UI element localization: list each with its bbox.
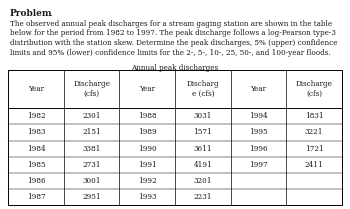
Text: below for the period from 1982 to 1997. The peak discharge follows a log-Pearson: below for the period from 1982 to 1997. … [10, 29, 336, 37]
Text: 1993: 1993 [138, 193, 156, 201]
Text: 2231: 2231 [194, 193, 212, 201]
Text: Discharg
e (cfs): Discharg e (cfs) [187, 80, 219, 98]
Text: .: . [47, 9, 53, 18]
Text: 4191: 4191 [194, 161, 212, 169]
Text: distribution with the station skew. Determine the peak discharges, 5% (upper) co: distribution with the station skew. Dete… [10, 39, 337, 47]
Text: 1986: 1986 [27, 177, 45, 185]
Text: Annual peak discharges: Annual peak discharges [132, 64, 218, 72]
Text: 3381: 3381 [82, 145, 101, 153]
Text: 1571: 1571 [194, 129, 212, 136]
Text: 1996: 1996 [249, 145, 268, 153]
Text: 1831: 1831 [305, 112, 323, 120]
Text: 1991: 1991 [138, 161, 156, 169]
Text: 1992: 1992 [138, 177, 156, 185]
Text: Year: Year [139, 85, 155, 93]
Text: Year: Year [251, 85, 266, 93]
Text: 1990: 1990 [138, 145, 156, 153]
Text: 3001: 3001 [82, 177, 101, 185]
Text: 3031: 3031 [194, 112, 212, 120]
Text: 2731: 2731 [82, 161, 101, 169]
Text: The observed annual peak discharges for a stream gaging station are shown in the: The observed annual peak discharges for … [10, 19, 332, 28]
Text: 1987: 1987 [27, 193, 45, 201]
Text: Discharge
(cfs): Discharge (cfs) [73, 80, 110, 98]
Text: Year: Year [28, 85, 44, 93]
Text: Discharge
(cfs): Discharge (cfs) [296, 80, 332, 98]
Text: 2151: 2151 [82, 129, 101, 136]
Text: 2301: 2301 [82, 112, 101, 120]
Text: 3611: 3611 [194, 145, 212, 153]
Text: 1988: 1988 [138, 112, 156, 120]
Text: 3201: 3201 [194, 177, 212, 185]
Text: 2411: 2411 [305, 161, 323, 169]
Text: 1994: 1994 [249, 112, 268, 120]
Text: 1982: 1982 [27, 112, 45, 120]
Text: 1989: 1989 [138, 129, 156, 136]
Text: 1983: 1983 [27, 129, 45, 136]
Text: 1997: 1997 [249, 161, 268, 169]
Text: Problem: Problem [10, 9, 52, 18]
Text: 1985: 1985 [27, 161, 45, 169]
Text: 1984: 1984 [27, 145, 45, 153]
Bar [8, 70, 342, 205]
Text: 1721: 1721 [305, 145, 323, 153]
Text: 2951: 2951 [82, 193, 101, 201]
Text: 1995: 1995 [249, 129, 268, 136]
Text: 3221: 3221 [305, 129, 323, 136]
Text: limits and 95% (lower) confidence limits for the 2-, 5-, 10-, 25, 50-, and 100-y: limits and 95% (lower) confidence limits… [10, 49, 331, 57]
